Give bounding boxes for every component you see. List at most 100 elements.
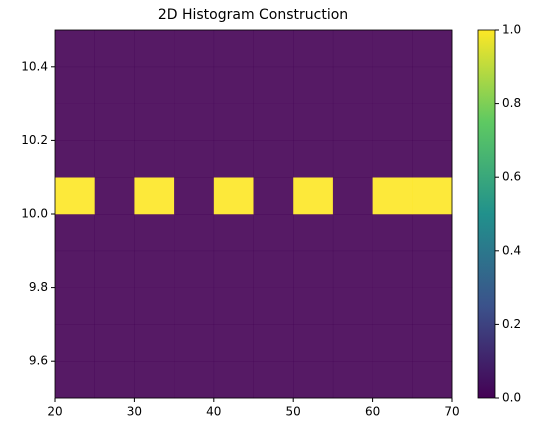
heatmap-cell: [94, 214, 135, 252]
heatmap-cell: [253, 140, 294, 178]
heatmap-cell: [332, 324, 373, 362]
heatmap-cell: [372, 250, 413, 288]
heatmap-cell: [134, 324, 175, 362]
heatmap-cell: [332, 177, 373, 215]
heatmap-cell: [134, 30, 175, 68]
heatmap-cell: [134, 214, 175, 252]
heatmap-cell: [332, 30, 373, 68]
heatmap-cell: [372, 140, 413, 178]
heatmap-cell: [293, 250, 334, 288]
x-tick-label: 30: [127, 405, 142, 419]
colorbar-tick-label: 0.6: [502, 170, 521, 184]
heatmap-cell: [134, 140, 175, 178]
heatmap-cell: [55, 103, 95, 141]
heatmap-cell: [412, 30, 453, 68]
colorbar: [477, 29, 496, 399]
heatmap-cell: [253, 177, 294, 215]
heatmap-cell: [174, 177, 215, 215]
heatmap-cell: [134, 103, 175, 141]
x-tick-label: 50: [286, 405, 301, 419]
heatmap-cell: [94, 324, 135, 362]
heatmap-cell: [213, 177, 254, 215]
y-tick-label: 9.6: [29, 354, 48, 368]
heatmap-cell: [94, 287, 135, 325]
heatmap-cell: [213, 140, 254, 178]
heatmap-cell: [55, 324, 95, 362]
heatmap-cell: [293, 103, 334, 141]
heatmap-cell: [253, 287, 294, 325]
heatmap-cell: [293, 177, 334, 215]
heatmap-cell: [213, 66, 254, 104]
heatmap-cell: [174, 287, 215, 325]
heatmap-cell: [293, 324, 334, 362]
heatmap-cell: [253, 361, 294, 399]
heatmap-cell: [94, 361, 135, 399]
heatmap-cell: [372, 66, 413, 104]
colorbar-tick-label: 0.2: [502, 317, 521, 331]
heatmap-cell: [412, 361, 453, 399]
heatmap-cell: [332, 361, 373, 399]
heatmap-cell: [213, 214, 254, 252]
heatmap-cell: [372, 103, 413, 141]
heatmap-cell: [412, 140, 453, 178]
heatmap-cell: [174, 250, 215, 288]
heatmap-cell: [134, 66, 175, 104]
heatmap-cell: [94, 140, 135, 178]
heatmap-cell: [332, 140, 373, 178]
heatmap-cell: [253, 103, 294, 141]
y-tick-label: 9.8: [29, 280, 48, 294]
heatmap-cell: [174, 214, 215, 252]
heatmap-cell: [94, 30, 135, 68]
heatmap-cell: [293, 361, 334, 399]
heatmap-cell: [332, 287, 373, 325]
heatmap-cell: [174, 103, 215, 141]
heatmap-cell: [94, 250, 135, 288]
x-tick-label: 40: [206, 405, 221, 419]
heatmap-cell: [213, 103, 254, 141]
x-tick-label: 60: [365, 405, 380, 419]
x-tick-label: 20: [47, 405, 62, 419]
colorbar-tick-label: 0.8: [502, 96, 521, 110]
heatmap-cell: [55, 30, 95, 68]
heatmap-cell: [213, 324, 254, 362]
heatmap-cell: [174, 140, 215, 178]
heatmap-cell: [174, 361, 215, 399]
colorbar-tick-label: 0.4: [502, 243, 521, 257]
heatmap-cell: [372, 177, 413, 215]
heatmap-cell: [213, 287, 254, 325]
heatmap-cell: [332, 103, 373, 141]
heatmap-cell: [293, 66, 334, 104]
heatmap-cell: [332, 66, 373, 104]
heatmap-cell: [213, 361, 254, 399]
heatmap-cell: [94, 103, 135, 141]
heatmap-cell: [94, 177, 135, 215]
heatmap-cell: [412, 66, 453, 104]
heatmap-cell: [293, 30, 334, 68]
heatmap-cell: [55, 361, 95, 399]
y-tick-label: 10.0: [21, 207, 48, 221]
heatmap-cell: [174, 30, 215, 68]
heatmap-cell: [293, 214, 334, 252]
chart-title: 2D Histogram Construction: [158, 7, 348, 23]
heatmap-cell: [332, 250, 373, 288]
heatmap-cell: [134, 361, 175, 399]
heatmap-cell: [55, 250, 95, 288]
heatmap-cell: [55, 177, 95, 215]
heatmap-cell: [253, 250, 294, 288]
heatmap-cell: [253, 214, 294, 252]
heatmap-cell: [372, 324, 413, 362]
heatmap-cell: [134, 250, 175, 288]
heatmap-cell: [412, 250, 453, 288]
heatmap-cell: [174, 66, 215, 104]
heatmap-cell: [253, 324, 294, 362]
heatmap-cell: [372, 287, 413, 325]
heatmap-cell: [213, 30, 254, 68]
heatmap-cell: [372, 361, 413, 399]
heatmap-cell: [372, 30, 413, 68]
heatmap-cell: [55, 214, 95, 252]
heatmap-cell: [412, 177, 453, 215]
y-tick-label: 10.2: [21, 133, 48, 147]
colorbar-tick-label: 1.0: [502, 23, 521, 37]
heatmap-cell: [332, 214, 373, 252]
